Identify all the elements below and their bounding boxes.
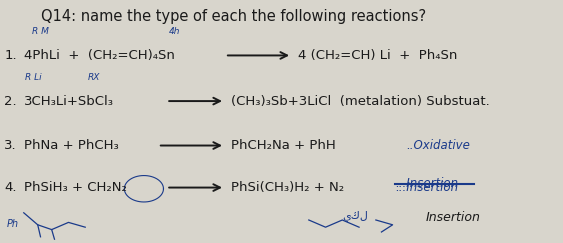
Text: 2.: 2. — [4, 95, 17, 108]
Text: 3.: 3. — [4, 139, 17, 152]
Text: ...Insertion: ...Insertion — [395, 177, 458, 191]
Text: R M: R M — [32, 27, 49, 36]
Text: PhSi(CH₃)H₂ + N₂: PhSi(CH₃)H₂ + N₂ — [230, 181, 343, 194]
Text: R Li: R Li — [25, 73, 42, 82]
Text: 4h: 4h — [169, 27, 181, 36]
Text: ..Oxidative: ..Oxidative — [406, 139, 471, 152]
Text: 4PhLi  +  (CH₂=CH)₄Sn: 4PhLi + (CH₂=CH)₄Sn — [24, 49, 175, 62]
Text: 1.: 1. — [4, 49, 17, 62]
Text: RX: RX — [88, 73, 100, 82]
Text: PhSiH₃ + CH₂N₂: PhSiH₃ + CH₂N₂ — [24, 181, 127, 194]
Text: (CH₃)₃Sb+3LiCl  (metalation) Substuat.: (CH₃)₃Sb+3LiCl (metalation) Substuat. — [230, 95, 489, 108]
Text: PhNa + PhCH₃: PhNa + PhCH₃ — [24, 139, 118, 152]
Text: Q14: name the type of each the following reactions?: Q14: name the type of each the following… — [41, 9, 426, 24]
Text: يكل: يكل — [342, 210, 368, 221]
Text: 4.: 4. — [4, 181, 17, 194]
Text: 3CH₃Li+SbCl₃: 3CH₃Li+SbCl₃ — [24, 95, 114, 108]
Text: Insertion: Insertion — [426, 211, 481, 224]
Text: Ph: Ph — [7, 219, 19, 229]
Text: ...Insertion: ...Insertion — [395, 181, 458, 194]
Text: 4 (CH₂=CH) Li  +  Ph₄Sn: 4 (CH₂=CH) Li + Ph₄Sn — [298, 49, 457, 62]
Text: PhCH₂Na + PhH: PhCH₂Na + PhH — [230, 139, 336, 152]
